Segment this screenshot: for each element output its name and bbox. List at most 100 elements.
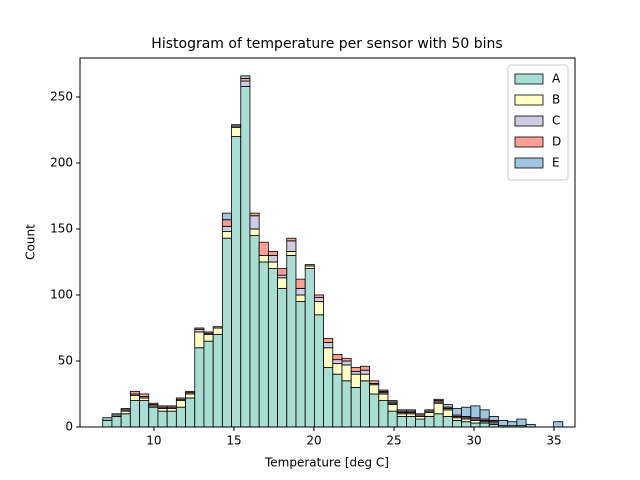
- histogram-bar: [378, 393, 389, 401]
- histogram-bar: [194, 327, 205, 330]
- histogram-bar: [350, 373, 361, 388]
- histogram-bar: [405, 409, 417, 412]
- histogram-bar: [221, 237, 232, 428]
- histogram-bar: [433, 413, 444, 428]
- histogram-bar: [313, 314, 324, 428]
- histogram-bar: [129, 400, 140, 428]
- histogram-bar: [102, 419, 113, 428]
- x-tick-label: 15: [226, 434, 241, 448]
- histogram-bar: [461, 421, 472, 428]
- histogram-bar: [378, 389, 389, 392]
- histogram-bar: [313, 301, 324, 316]
- histogram-bar: [396, 416, 407, 428]
- histogram-bar: [166, 410, 177, 428]
- histogram-bar: [313, 297, 324, 302]
- histogram-bar: [267, 268, 278, 428]
- x-tick-label: 30: [466, 434, 481, 448]
- histogram-bar: [249, 215, 260, 230]
- histogram-bar: [479, 422, 490, 428]
- histogram-bar: [286, 240, 297, 252]
- histogram-bar: [240, 75, 251, 79]
- histogram-bar: [359, 365, 370, 371]
- histogram-bar: [332, 363, 343, 375]
- histogram-bar: [129, 394, 140, 401]
- histogram-bar: [139, 393, 150, 398]
- legend-label: D: [552, 135, 561, 149]
- histogram-bar: [175, 400, 186, 408]
- histogram-bar: [442, 404, 453, 408]
- histogram-bar: [166, 405, 177, 408]
- histogram-bar: [350, 367, 361, 372]
- histogram-bar: [323, 342, 334, 349]
- histogram-bar: [424, 416, 435, 428]
- histogram-bar: [249, 228, 260, 236]
- histogram-bar: [277, 268, 288, 276]
- legend-label: C: [552, 114, 560, 128]
- histogram-bar: [221, 212, 232, 221]
- histogram-bar: [359, 373, 370, 382]
- histogram-bar: [452, 408, 463, 416]
- histogram-bar: [120, 408, 131, 411]
- histogram-bar: [442, 409, 453, 417]
- histogram-bar: [194, 331, 205, 349]
- histogram-bar: [387, 400, 398, 403]
- histogram-bar: [258, 241, 269, 256]
- histogram-bar: [378, 400, 389, 428]
- histogram-bar: [369, 380, 380, 384]
- chart-title: Histogram of temperature per sensor with…: [151, 36, 502, 52]
- histogram-bar: [479, 409, 490, 420]
- histogram-bar: [516, 418, 527, 427]
- histogram-bar: [433, 402, 444, 415]
- histogram-bar: [332, 359, 343, 365]
- histogram-bar: [405, 416, 417, 428]
- histogram-bar: [231, 136, 242, 428]
- legend-swatch: [514, 157, 544, 169]
- histogram-bar: [304, 268, 315, 428]
- histogram-bar: [221, 231, 232, 239]
- histogram-bar: [249, 212, 260, 217]
- histogram-bar: [359, 380, 370, 428]
- histogram-bar: [212, 327, 223, 335]
- y-tick-label: 0: [65, 420, 73, 434]
- histogram-bar: [185, 393, 196, 399]
- y-tick-label: 200: [50, 155, 73, 169]
- histogram-bar: [194, 347, 205, 428]
- histogram-bar: [139, 400, 150, 428]
- histogram-bar: [323, 338, 334, 343]
- histogram-bar: [258, 261, 269, 428]
- histogram-bar: [203, 334, 214, 342]
- histogram-bar: [332, 373, 343, 428]
- histogram-bar: [359, 369, 370, 375]
- histogram-bar: [452, 419, 463, 428]
- histogram-bar: [267, 261, 278, 269]
- histogram-bar: [286, 237, 297, 242]
- histogram-bar: [470, 405, 481, 419]
- histogram-bar: [185, 397, 196, 428]
- histogram-bar: [415, 418, 426, 428]
- histogram-bar: [148, 406, 159, 428]
- histogram-bar: [341, 380, 352, 428]
- histogram-bar: [185, 390, 196, 394]
- histogram-bar: [129, 390, 140, 395]
- histogram-bar: [424, 412, 435, 417]
- x-tick-label: 20: [306, 434, 321, 448]
- histogram-bar: [120, 413, 131, 428]
- x-tick-label: 35: [546, 434, 561, 448]
- y-tick-label: 250: [50, 89, 73, 103]
- histogram-bar: [323, 347, 334, 368]
- histogram-bar: [553, 421, 564, 428]
- histogram-bar: [277, 277, 288, 289]
- histogram-bar: [286, 254, 297, 428]
- y-axis-label: Count: [24, 224, 38, 260]
- legend-label: E: [552, 156, 560, 170]
- histogram-bar: [175, 406, 186, 428]
- histogram-bar: [369, 384, 380, 395]
- legend-swatch: [514, 136, 544, 148]
- histogram-bar: [231, 124, 242, 127]
- x-tick-label: 10: [146, 434, 161, 448]
- histogram-bar: [313, 294, 324, 299]
- histogram-bar: [111, 413, 122, 416]
- histogram-bar: [387, 410, 398, 428]
- histogram-bar: [507, 421, 518, 427]
